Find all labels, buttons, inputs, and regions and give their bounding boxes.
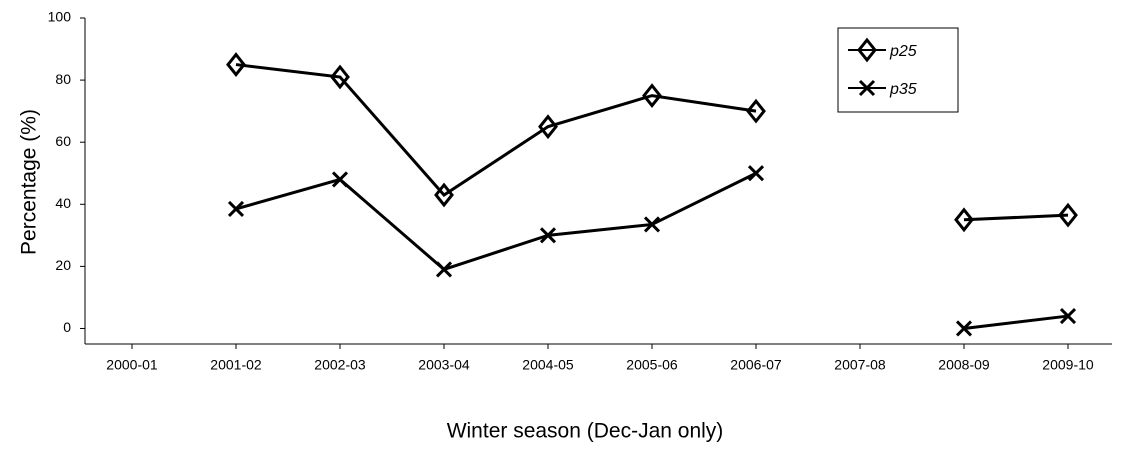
x-tick-label: 2002-03 xyxy=(314,357,366,373)
point xyxy=(642,83,662,109)
point xyxy=(1058,202,1078,228)
point xyxy=(539,227,557,244)
point xyxy=(331,171,349,188)
series-line xyxy=(235,63,1069,222)
y-tick-label: 20 xyxy=(55,257,71,273)
point xyxy=(1059,307,1077,325)
x-tick-label: 2004-05 xyxy=(522,357,574,373)
legend-label: p35 xyxy=(889,81,917,98)
series-line xyxy=(235,171,1069,330)
point xyxy=(330,64,350,90)
x-tick-label: 2007-08 xyxy=(834,357,886,373)
point xyxy=(746,98,766,124)
point xyxy=(226,52,246,77)
legend-marker xyxy=(858,79,876,97)
legend-label: p25 xyxy=(889,43,917,60)
legend-marker xyxy=(857,37,877,63)
point xyxy=(955,320,973,337)
y-tick-label: 40 xyxy=(55,195,71,211)
point xyxy=(954,207,974,233)
x-tick-label: 2003-04 xyxy=(418,357,470,373)
x-tick-label: 2001-02 xyxy=(210,357,262,373)
y-tick-label: 60 xyxy=(55,133,71,149)
x-axis-title: Winter season (Dec-Jan only) xyxy=(447,420,724,443)
point xyxy=(227,200,245,218)
y-tick-label: 100 xyxy=(48,9,72,25)
point xyxy=(538,114,558,140)
x-tick-label: 2005-06 xyxy=(626,357,678,373)
x-tick-label: 2006-07 xyxy=(730,357,782,373)
y-tick-label: 0 xyxy=(63,319,71,335)
x-tick-label: 2000-01 xyxy=(106,357,158,373)
point xyxy=(435,261,453,278)
x-tick-label: 2009-10 xyxy=(1042,357,1094,373)
legend-box xyxy=(837,27,959,113)
x-tick-label: 2008-09 xyxy=(938,357,990,373)
y-axis-title: Percentage (%) xyxy=(18,109,41,255)
y-tick-label: 80 xyxy=(55,71,71,87)
point xyxy=(434,182,454,208)
point xyxy=(747,165,765,182)
point xyxy=(643,216,661,233)
